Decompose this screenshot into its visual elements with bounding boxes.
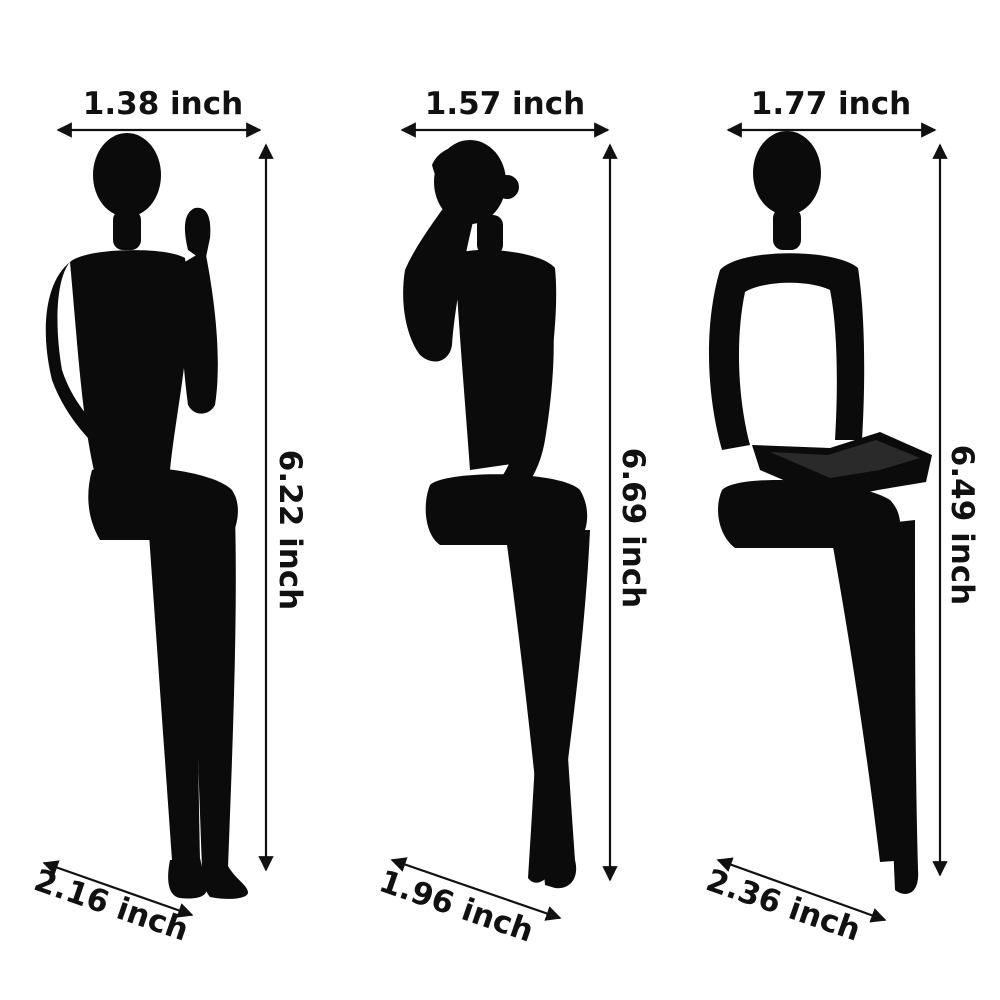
- figure-3-height-dimension: 6.49 inch: [932, 143, 980, 877]
- figure-2-height-label: 6.69 inch: [615, 448, 651, 608]
- figure-1-height-dimension: 6.22 inch: [258, 143, 308, 872]
- figure-2-width-label: 1.57 inch: [425, 86, 585, 122]
- figure-3-width-label: 1.77 inch: [751, 86, 911, 122]
- figure-2-width-dimension: 1.57 inch: [400, 86, 610, 138]
- figure-3-height-label: 6.49 inch: [944, 445, 980, 605]
- figure-2-depth-label: 1.96 inch: [375, 863, 538, 949]
- figure-1-width-dimension: 1.38 inch: [56, 86, 262, 138]
- figure-3-depth-label: 2.36 inch: [702, 862, 865, 948]
- figure-1-width-label: 1.38 inch: [83, 86, 243, 122]
- figure-1-statue: [45, 133, 248, 899]
- figure-3-depth-dimension: 2.36 inch: [702, 857, 887, 949]
- figure-2-statue: [403, 140, 590, 889]
- figure-3-width-dimension: 1.77 inch: [726, 86, 937, 138]
- figure-2-height-dimension: 6.69 inch: [602, 143, 651, 882]
- figure-1-height-label: 6.22 inch: [272, 450, 308, 610]
- figure-3-statue: [708, 131, 932, 894]
